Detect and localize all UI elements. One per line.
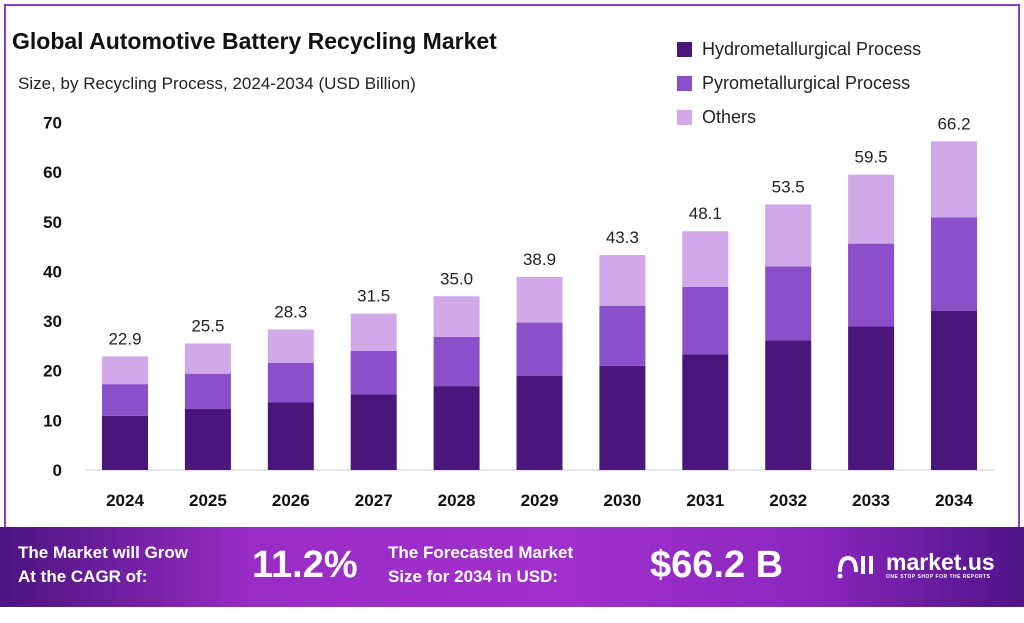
bar-segment-others xyxy=(184,343,231,374)
bar-segment-pyrometallurgical-process xyxy=(848,243,895,327)
x-tick-label: 2034 xyxy=(935,491,973,510)
data-label: 31.5 xyxy=(357,287,390,306)
y-tick-label: 30 xyxy=(43,312,62,331)
bar-segment-others xyxy=(267,329,314,363)
market-us-logo: market.us ONE STOP SHOP FOR THE REPORTS xyxy=(836,549,995,580)
data-label: 25.5 xyxy=(191,316,224,335)
cagr-label-line1: The Market will Grow xyxy=(18,543,189,562)
bar-segment-others xyxy=(433,296,480,337)
bar-segment-pyrometallurgical-process xyxy=(682,286,729,355)
forecast-label-line1: The Forecasted Market xyxy=(388,543,574,562)
bar-segment-hydrometallurgical-process xyxy=(931,310,977,470)
x-tick-label: 2031 xyxy=(686,491,724,510)
legend-swatch xyxy=(677,109,692,125)
bar-segment-others xyxy=(931,141,977,218)
x-tick-label: 2030 xyxy=(603,491,641,510)
bar-segment-others xyxy=(516,276,563,323)
bar-segment-hydrometallurgical-process xyxy=(682,354,729,470)
legend-label: Hydrometallurgical Process xyxy=(702,38,922,59)
bar-segment-hydrometallurgical-process xyxy=(516,375,563,470)
x-tick-label: 2026 xyxy=(272,491,310,510)
forecast-label-line2: Size for 2034 in USD: xyxy=(388,567,559,586)
bar-segment-hydrometallurgical-process xyxy=(848,326,895,470)
chart-title: Global Automotive Battery Recycling Mark… xyxy=(12,28,497,54)
data-label: 38.9 xyxy=(523,250,556,269)
bar-segment-hydrometallurgical-process xyxy=(267,402,314,470)
bar-segment-hydrometallurgical-process xyxy=(433,386,480,470)
bar-segment-others xyxy=(102,356,148,385)
x-tick-label: 2033 xyxy=(852,491,890,510)
bar-segment-pyrometallurgical-process xyxy=(102,384,148,416)
data-label: 48.1 xyxy=(689,204,722,223)
bar-segment-pyrometallurgical-process xyxy=(516,322,563,376)
y-tick-label: 50 xyxy=(43,213,62,232)
y-tick-label: 60 xyxy=(43,163,62,182)
forecast-label: The Forecasted Market Size for 2034 in US… xyxy=(388,541,573,589)
bar-segment-hydrometallurgical-process xyxy=(599,365,646,470)
bar-chart: 01020304050607022.9202425.5202528.320263… xyxy=(43,114,995,510)
y-tick-label: 40 xyxy=(43,262,62,281)
logo-name: market.us xyxy=(886,549,995,575)
x-tick-label: 2027 xyxy=(355,491,393,510)
bar-segment-hydrometallurgical-process xyxy=(765,340,812,470)
bar-segment-others xyxy=(765,204,812,267)
forecast-value: $66.2 B xyxy=(650,544,784,586)
y-tick-label: 70 xyxy=(43,114,62,133)
data-label: 66.2 xyxy=(937,114,970,133)
x-tick-label: 2029 xyxy=(521,491,559,510)
data-label: 43.3 xyxy=(606,228,639,247)
bar-segment-hydrometallurgical-process xyxy=(102,415,148,470)
y-tick-label: 10 xyxy=(43,411,62,430)
legend-label: Others xyxy=(702,106,757,127)
chart-subtitle: Size, by Recycling Process, 2024-2034 (U… xyxy=(18,74,416,93)
bar-segment-hydrometallurgical-process xyxy=(184,408,231,470)
cagr-label-line2: At the CAGR of: xyxy=(18,567,148,586)
cagr-label: The Market will Grow At the CAGR of: xyxy=(18,541,188,589)
legend-swatch xyxy=(677,41,692,57)
data-label: 28.3 xyxy=(274,303,307,322)
data-label: 53.5 xyxy=(772,177,805,196)
bar-segment-pyrometallurgical-process xyxy=(765,266,812,341)
bar-segment-pyrometallurgical-process xyxy=(267,362,314,403)
cagr-value: 11.2% xyxy=(252,544,358,586)
bar-segment-others xyxy=(682,231,729,287)
legend-item-pyrometallurgical: Pyrometallurgical Process xyxy=(677,66,921,100)
bar-segment-pyrometallurgical-process xyxy=(433,336,480,387)
legend: Hydrometallurgical Process Pyrometallurg… xyxy=(677,32,921,134)
legend-swatch xyxy=(677,75,692,91)
data-label: 22.9 xyxy=(108,329,141,348)
logo-tagline: ONE STOP SHOP FOR THE REPORTS xyxy=(886,574,991,580)
bar-segment-others xyxy=(350,313,397,351)
y-tick-label: 20 xyxy=(43,362,62,381)
legend-item-hydrometallurgical: Hydrometallurgical Process xyxy=(677,32,921,66)
bar-segment-pyrometallurgical-process xyxy=(931,217,977,311)
x-tick-label: 2025 xyxy=(189,491,227,510)
bar-segment-others xyxy=(848,174,895,244)
bar-segment-pyrometallurgical-process xyxy=(184,373,231,409)
x-tick-label: 2024 xyxy=(106,491,144,510)
logo-icon xyxy=(837,555,873,578)
data-label: 59.5 xyxy=(855,148,888,167)
x-tick-label: 2032 xyxy=(769,491,807,510)
bar-segment-pyrometallurgical-process xyxy=(599,305,646,366)
bar-segment-others xyxy=(599,255,646,306)
legend-item-others: Others xyxy=(677,100,921,134)
y-tick-label: 0 xyxy=(53,461,62,480)
x-tick-label: 2028 xyxy=(438,491,476,510)
data-label: 35.0 xyxy=(440,269,473,288)
legend-label: Pyrometallurgical Process xyxy=(702,72,911,93)
bar-segment-hydrometallurgical-process xyxy=(350,394,397,470)
bar-segment-pyrometallurgical-process xyxy=(350,350,397,395)
summary-banner: The Market will Grow At the CAGR of: 11.2… xyxy=(0,527,1024,607)
